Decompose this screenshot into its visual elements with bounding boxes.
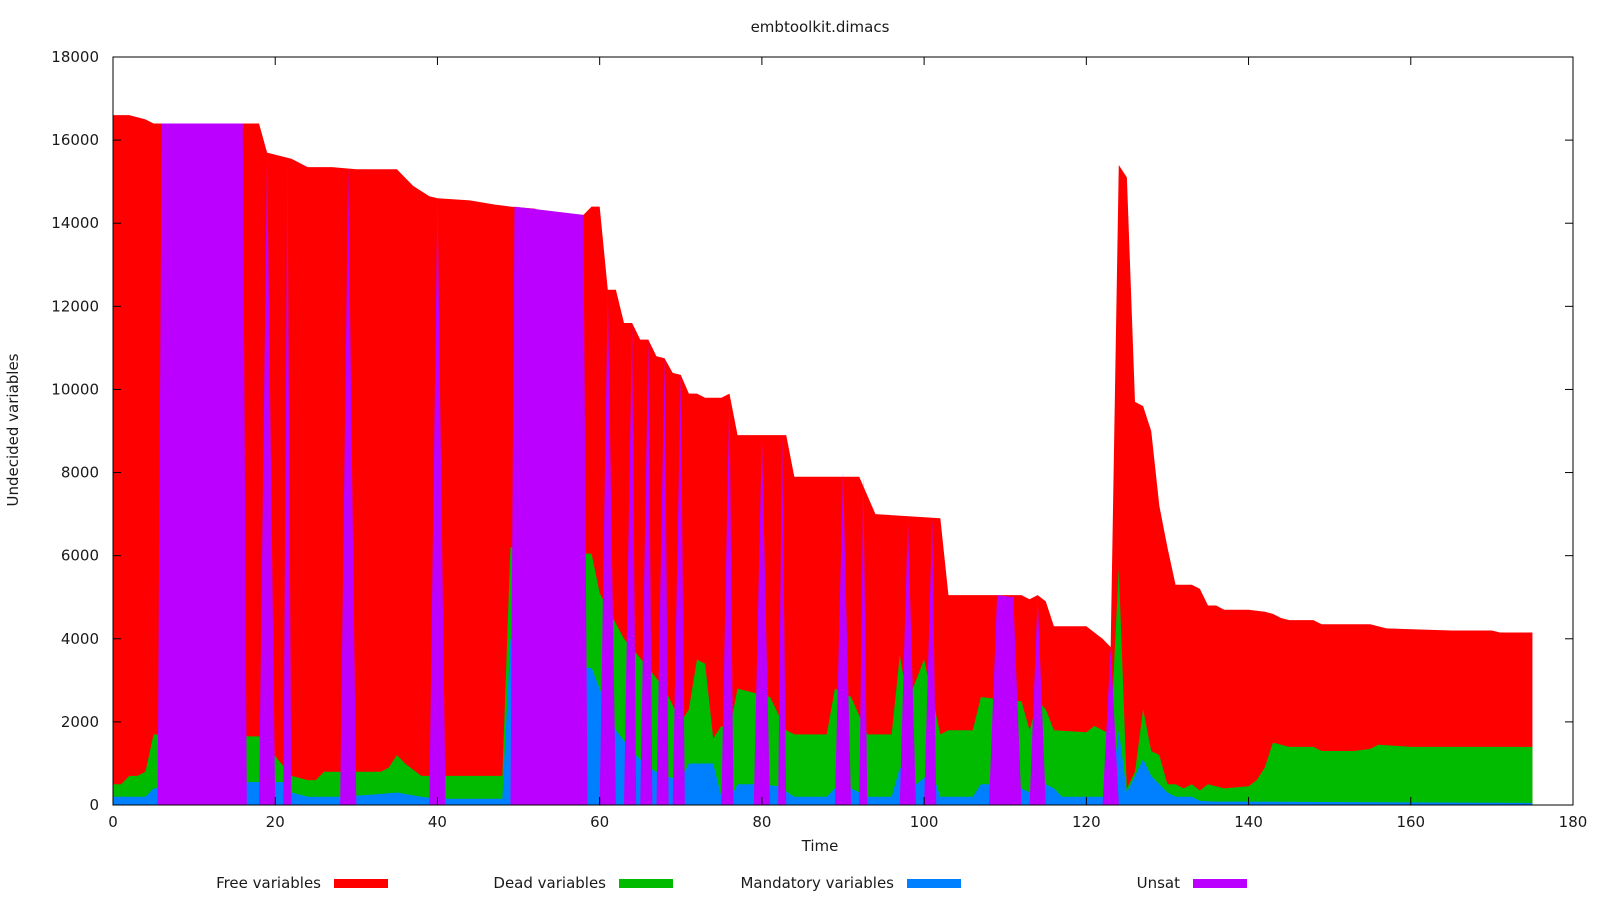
- x-tick-label: 80: [752, 813, 771, 831]
- legend: Free variables Dead variables Mandatory va…: [216, 874, 1247, 892]
- series-area-free-variables: [113, 115, 1533, 806]
- y-tick-label: 4000: [61, 630, 99, 648]
- x-tick-label: 180: [1559, 813, 1588, 831]
- series-area-unsat: [157, 123, 1119, 806]
- x-tick-label: 60: [590, 813, 609, 831]
- legend-label: Mandatory variables: [740, 874, 894, 892]
- series-area-mandatory-variables: [113, 638, 1533, 805]
- legend-label: Dead variables: [493, 874, 606, 892]
- y-tick-label: 2000: [61, 713, 99, 731]
- y-tick-label: 16000: [51, 131, 99, 149]
- x-tick-label: 120: [1072, 813, 1101, 831]
- y-tick-label: 18000: [51, 48, 99, 66]
- y-tick-label: 0: [89, 796, 99, 814]
- legend-item-mandatory-variables: Mandatory variables: [740, 874, 961, 892]
- legend-item-unsat: Unsat: [1137, 874, 1247, 892]
- tick-layer: 0 20 40 60 80 100 120 140 160 180 0 2000 4000 6000 800…: [51, 48, 1587, 831]
- x-tick-label: 160: [1396, 813, 1425, 831]
- legend-item-free-variables: Free variables: [216, 874, 388, 892]
- chart-title: embtoolkit.dimacs: [751, 18, 890, 36]
- series-layer: [113, 115, 1533, 806]
- plot-frame: [112, 56, 1574, 806]
- legend-label: Free variables: [216, 874, 321, 892]
- y-tick-label: 6000: [61, 547, 99, 565]
- x-tick-label: 0: [108, 813, 118, 831]
- y-tick-label: 14000: [51, 214, 99, 232]
- series-area-dead-variables: [113, 547, 1533, 805]
- legend-label: Unsat: [1137, 874, 1180, 892]
- x-tick-label: 100: [910, 813, 939, 831]
- y-axis-title: Undecided variables: [4, 353, 22, 506]
- x-axis-title: Time: [801, 837, 839, 855]
- legend-swatch: [619, 879, 673, 888]
- y-tick-label: 10000: [51, 380, 99, 398]
- x-tick-label: 140: [1234, 813, 1263, 831]
- y-tick-label: 12000: [51, 297, 99, 315]
- legend-item-dead-variables: Dead variables: [493, 874, 673, 892]
- legend-swatch: [1193, 879, 1247, 888]
- x-tick-label: 40: [428, 813, 447, 831]
- x-tick-label: 20: [266, 813, 285, 831]
- y-tick-label: 8000: [61, 464, 99, 482]
- legend-swatch: [907, 879, 961, 888]
- legend-swatch: [334, 879, 388, 888]
